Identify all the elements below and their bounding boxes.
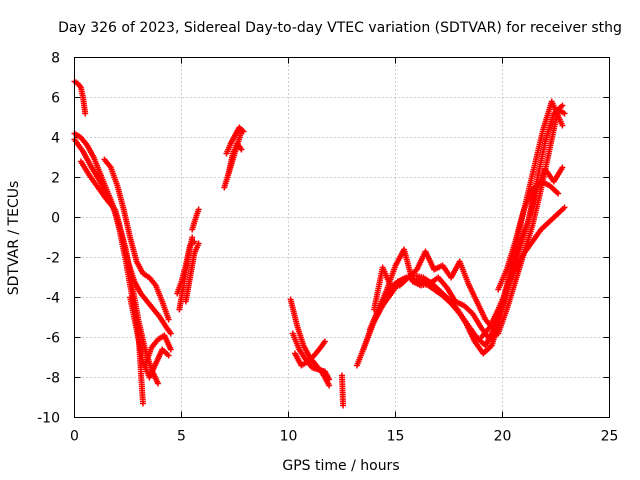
x-axis-label: GPS time / hours <box>282 458 399 474</box>
series-s5 <box>101 156 172 323</box>
x-tick-label: 0 <box>70 429 79 445</box>
series-s18 <box>339 372 347 409</box>
data-point <box>167 330 174 337</box>
data-point <box>340 402 347 409</box>
y-tick-label: -4 <box>46 291 60 307</box>
data-point <box>139 400 146 407</box>
data-point <box>238 146 245 153</box>
series-s3 <box>71 136 161 387</box>
data-point <box>561 110 568 117</box>
y-tick-label: 2 <box>51 171 60 187</box>
series-s13 <box>223 124 247 157</box>
y-axis-label: SDTVAR / TECUs <box>6 181 22 296</box>
data-point <box>559 102 566 109</box>
data-point <box>326 376 333 383</box>
chart-title: Day 326 of 2023, Sidereal Day-to-day VTE… <box>58 20 622 36</box>
x-tick-label: 20 <box>494 429 512 445</box>
series-s4 <box>77 158 174 337</box>
data-points <box>71 78 568 409</box>
data-point <box>165 352 172 359</box>
y-tick-label: 6 <box>51 91 60 107</box>
series-s24 <box>495 178 562 293</box>
y-tick-label: -10 <box>37 411 60 427</box>
data-point <box>326 382 333 389</box>
data-point <box>195 206 202 213</box>
data-point <box>154 380 161 387</box>
data-point <box>561 204 568 211</box>
plot-frame <box>74 57 610 418</box>
data-point <box>191 238 198 245</box>
x-tick-label: 10 <box>280 429 298 445</box>
series-s17 <box>291 338 328 369</box>
data-point <box>189 234 196 241</box>
series-s6 <box>127 294 172 381</box>
data-point <box>559 164 566 171</box>
y-tick-label: -8 <box>46 371 60 387</box>
series-s19 <box>353 102 566 369</box>
y-tick-label: 0 <box>51 211 60 227</box>
series-s10 <box>182 240 202 305</box>
data-point <box>165 316 172 323</box>
series-s11 <box>189 206 202 233</box>
grid <box>74 57 610 418</box>
data-point <box>555 190 562 197</box>
series-s7 <box>142 332 174 369</box>
x-tick-label: 25 <box>601 429 619 445</box>
x-tick-label: 15 <box>387 429 405 445</box>
series-s2 <box>71 130 146 407</box>
series-s23 <box>478 204 568 341</box>
y-tick-labels: -10 -8 -6 -4 -2 0 2 4 6 8 <box>37 51 60 427</box>
data-point <box>240 128 247 135</box>
x-tick-label: 5 <box>177 429 186 445</box>
data-point <box>167 346 174 353</box>
data-point <box>195 240 202 247</box>
y-tick-label: -2 <box>46 251 60 267</box>
y-tick-label: 4 <box>51 131 60 147</box>
y-tick-label: 8 <box>51 51 60 67</box>
series-s9 <box>174 238 198 297</box>
data-point <box>82 110 89 117</box>
y-tick-label: -6 <box>46 331 60 347</box>
series-s14 <box>225 140 245 177</box>
x-tick-labels: 0 5 10 15 20 25 <box>70 429 618 445</box>
data-point <box>559 122 566 129</box>
data-point <box>321 338 328 345</box>
